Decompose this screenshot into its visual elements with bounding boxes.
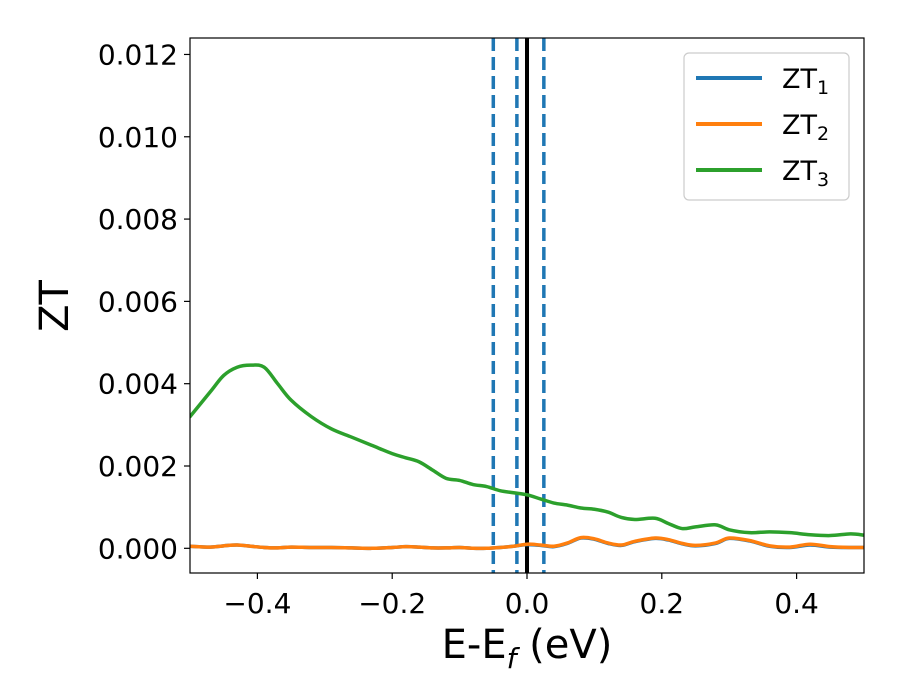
legend-label-zt3: ZT3 <box>782 156 829 191</box>
x-axis-title-unit: (eV) <box>516 622 612 668</box>
y-tick-label: 0.010 <box>98 121 178 154</box>
series-line-zt3 <box>190 363 864 538</box>
y-axis: 0.000 0.002 0.004 0.006 0.008 0.010 0.012 <box>98 38 190 565</box>
x-tick-label: 0.2 <box>640 587 685 620</box>
legend-frame <box>683 52 850 201</box>
legend-label-zt2-subscript: 2 <box>817 123 829 145</box>
series-line-zt2 <box>190 535 864 551</box>
legend-label-zt1: ZT1 <box>782 64 829 99</box>
vertical-reference-lines <box>491 38 546 573</box>
x-tick-label: 0.4 <box>774 587 819 620</box>
legend-label-zt1-subscript: 1 <box>817 77 829 99</box>
x-tick-label: −0.4 <box>223 587 291 620</box>
y-tick-label: 0.008 <box>98 203 178 236</box>
y-axis-title: ZT <box>32 280 78 332</box>
series-layer <box>190 363 864 551</box>
x-axis-title: E-Ef (eV) <box>442 622 613 675</box>
y-tick-label: 0.000 <box>98 532 178 565</box>
y-tick-label: 0.006 <box>98 285 178 318</box>
legend-label-zt2: ZT2 <box>782 110 829 145</box>
legend: ZT1 ZT2 ZT3 <box>683 52 850 201</box>
x-tick-label: −0.2 <box>358 587 426 620</box>
y-tick-label: 0.004 <box>98 368 178 401</box>
legend-label-zt3-subscript: 3 <box>817 169 829 191</box>
x-axis: −0.4 −0.2 0.0 0.2 0.4 <box>223 573 819 620</box>
y-tick-label: 0.012 <box>98 38 178 71</box>
x-tick-label: 0.0 <box>505 587 550 620</box>
y-tick-label: 0.002 <box>98 450 178 483</box>
